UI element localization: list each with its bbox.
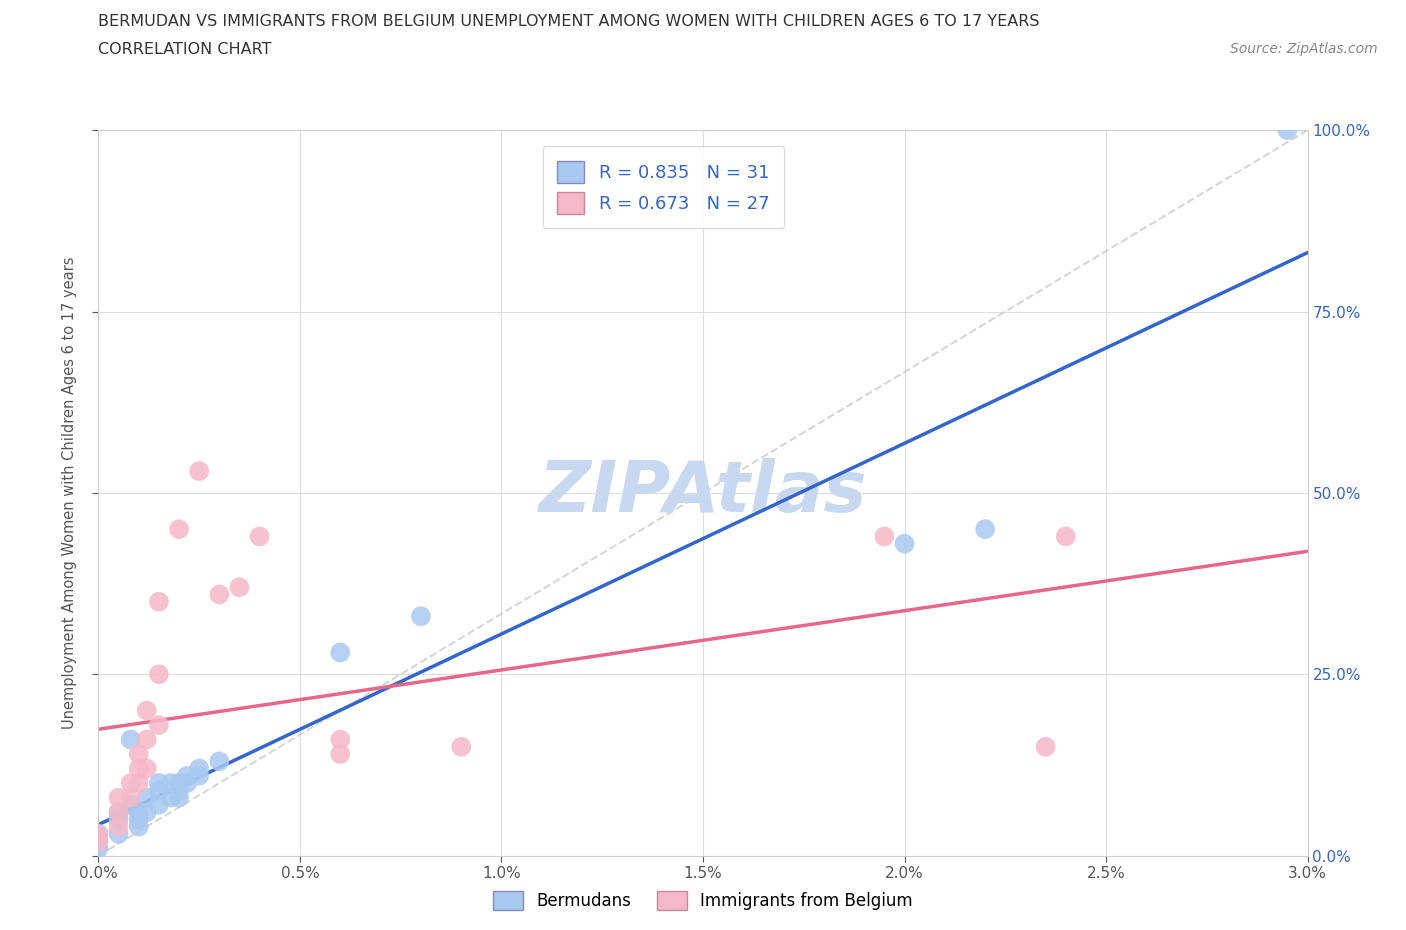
Point	[160, 776, 183, 790]
Point	[87, 827, 110, 842]
Text: ZIPAtlas: ZIPAtlas	[538, 458, 868, 527]
Point	[188, 768, 211, 783]
Point	[107, 819, 129, 834]
Point	[167, 783, 190, 798]
Point	[128, 812, 150, 827]
Point	[176, 768, 198, 783]
Legend: Bermudans, Immigrants from Belgium: Bermudans, Immigrants from Belgium	[486, 884, 920, 917]
Point	[228, 579, 250, 594]
Point	[87, 841, 110, 856]
Point	[188, 761, 211, 776]
Point	[160, 790, 183, 805]
Point	[148, 797, 170, 812]
Point	[107, 804, 129, 819]
Point	[1054, 529, 1077, 544]
Point	[409, 609, 432, 624]
Point	[120, 797, 142, 812]
Point	[128, 804, 150, 819]
Point	[128, 747, 150, 762]
Point	[135, 703, 157, 718]
Legend: R = 0.835   N = 31, R = 0.673   N = 27: R = 0.835 N = 31, R = 0.673 N = 27	[543, 147, 783, 229]
Point	[188, 464, 211, 479]
Point	[135, 761, 157, 776]
Point	[893, 537, 915, 551]
Point	[167, 790, 190, 805]
Point	[148, 783, 170, 798]
Point	[167, 522, 190, 537]
Point	[120, 732, 142, 747]
Point	[87, 833, 110, 848]
Y-axis label: Unemployment Among Women with Children Ages 6 to 17 years: Unemployment Among Women with Children A…	[62, 257, 77, 729]
Point	[148, 776, 170, 790]
Point	[1035, 739, 1057, 754]
Text: CORRELATION CHART: CORRELATION CHART	[98, 42, 271, 57]
Text: BERMUDAN VS IMMIGRANTS FROM BELGIUM UNEMPLOYMENT AMONG WOMEN WITH CHILDREN AGES : BERMUDAN VS IMMIGRANTS FROM BELGIUM UNEM…	[98, 14, 1040, 29]
Text: Source: ZipAtlas.com: Source: ZipAtlas.com	[1230, 42, 1378, 56]
Point	[208, 587, 231, 602]
Point	[107, 790, 129, 805]
Point	[128, 819, 150, 834]
Point	[107, 827, 129, 842]
Point	[120, 790, 142, 805]
Point	[167, 776, 190, 790]
Point	[873, 529, 896, 544]
Point	[974, 522, 997, 537]
Point	[128, 761, 150, 776]
Point	[329, 747, 352, 762]
Point	[87, 827, 110, 842]
Point	[87, 833, 110, 848]
Point	[135, 790, 157, 805]
Point	[107, 812, 129, 827]
Point	[148, 594, 170, 609]
Point	[148, 718, 170, 733]
Point	[176, 776, 198, 790]
Point	[148, 667, 170, 682]
Point	[208, 754, 231, 769]
Point	[107, 804, 129, 819]
Point	[329, 645, 352, 660]
Point	[249, 529, 271, 544]
Point	[120, 776, 142, 790]
Point	[1277, 123, 1299, 138]
Point	[128, 776, 150, 790]
Point	[329, 732, 352, 747]
Point	[450, 739, 472, 754]
Point	[135, 804, 157, 819]
Point	[135, 732, 157, 747]
